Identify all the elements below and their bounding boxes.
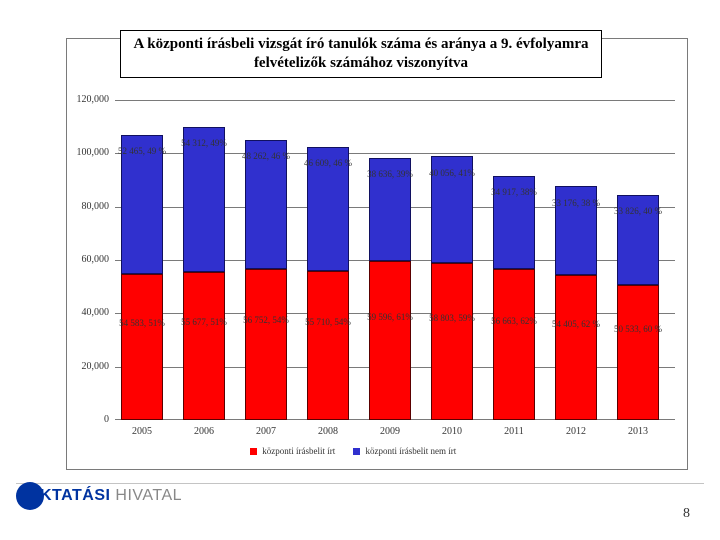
bar-segment-red (121, 274, 163, 420)
logo-text-main: KTATÁSI (40, 487, 115, 504)
y-tick-label: 20,000 (65, 361, 109, 372)
footer-logo: KTATÁSI HIVATAL (16, 482, 182, 510)
logo-text-gray: HIVATAL (115, 487, 182, 504)
x-tick-label: 2006 (183, 426, 225, 437)
y-tick-label: 40,000 (65, 307, 109, 318)
legend-label: központi írásbelit írt (262, 446, 335, 456)
bar-segment-red (183, 272, 225, 420)
legend-item: központi írásbelit nem írt (353, 446, 456, 456)
legend-label: központi írásbelit nem írt (365, 446, 456, 456)
y-tick-label: 80,000 (65, 201, 109, 212)
legend-swatch-red (250, 448, 257, 455)
value-label-blue: 54 312, 49% (169, 139, 239, 149)
bar-segment-red (431, 263, 473, 420)
x-tick-label: 2007 (245, 426, 287, 437)
value-label-blue: 46 609, 46 % (293, 159, 363, 169)
y-tick-label: 0 (65, 414, 109, 425)
value-label-blue: 33 826, 40 % (603, 207, 673, 217)
y-tick-label: 60,000 (65, 254, 109, 265)
value-label-red: 54 583, 51% (107, 319, 177, 329)
value-label-red: 56 663, 62% (479, 317, 549, 327)
bar-segment-red (493, 269, 535, 420)
y-tick-label: 100,000 (65, 147, 109, 158)
chart-title: A központi írásbeli vizsgát író tanulók … (120, 30, 602, 78)
x-tick-label: 2008 (307, 426, 349, 437)
bar-segment-red (617, 285, 659, 420)
value-label-red: 56 752, 54% (231, 316, 301, 326)
value-label-blue: 38 636, 39% (355, 170, 425, 180)
bar-segment-red (245, 269, 287, 420)
plot-area: 52 465, 49 %54 583, 51%200554 312, 49%55… (115, 100, 675, 420)
value-label-blue: 52 465, 49 % (107, 147, 177, 157)
legend: központi írásbelit írt központi írásbeli… (250, 446, 456, 456)
x-tick-label: 2011 (493, 426, 535, 437)
bar-segment-red (307, 271, 349, 420)
value-label-blue: 34 917, 38% (479, 188, 549, 198)
bar-segment-red (369, 261, 411, 420)
x-tick-label: 2010 (431, 426, 473, 437)
legend-item: központi írásbelit írt (250, 446, 335, 456)
logo-circle-icon (16, 482, 44, 510)
legend-swatch-blue (353, 448, 360, 455)
value-label-red: 55 710, 54% (293, 318, 363, 328)
page-number: 8 (683, 506, 690, 522)
bar-segment-red (555, 275, 597, 420)
value-label-red: 50 533, 60 % (603, 325, 673, 335)
x-tick-label: 2005 (121, 426, 163, 437)
value-label-blue: 40 056, 41% (417, 169, 487, 179)
value-label-red: 55 677, 51% (169, 318, 239, 328)
value-label-red: 58 803, 59% (417, 314, 487, 324)
slide: A központi írásbeli vizsgát író tanulók … (0, 0, 720, 540)
value-label-red: 54 405, 62 % (541, 320, 611, 330)
gridline (115, 100, 675, 101)
x-tick-label: 2013 (617, 426, 659, 437)
value-label-red: 59 596, 61% (355, 313, 425, 323)
x-tick-label: 2009 (369, 426, 411, 437)
value-label-blue: 48 262, 46 % (231, 152, 301, 162)
y-tick-label: 120,000 (65, 94, 109, 105)
x-tick-label: 2012 (555, 426, 597, 437)
value-label-blue: 33 176, 38 % (541, 199, 611, 209)
logo-text: KTATÁSI HIVATAL (40, 487, 182, 505)
